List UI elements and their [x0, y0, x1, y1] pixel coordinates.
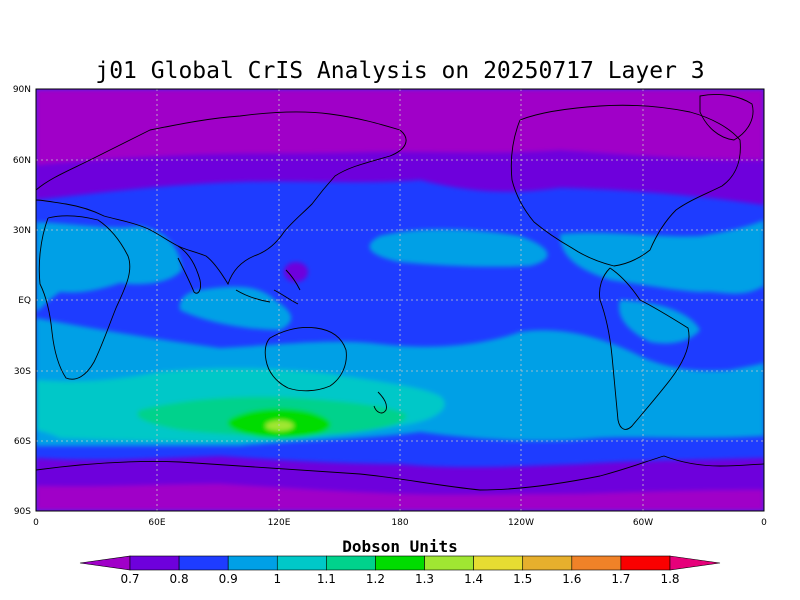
colorbar-label: 1.3: [415, 572, 434, 586]
colorbar-swatch: [276, 555, 327, 571]
colorbar-label: 1.1: [317, 572, 336, 586]
colorbar-swatch: [326, 555, 376, 571]
colorbar-label: 1.8: [660, 572, 679, 586]
lat-tick-label: 60S: [14, 437, 31, 447]
colorbar-label: 1.4: [464, 572, 483, 586]
colorbar-lower-extend: [79, 555, 131, 571]
colorbar-swatch: [424, 555, 474, 571]
colorbar-label: 0.7: [120, 572, 139, 586]
colorbar-swatch: [227, 555, 278, 571]
ozone-field: [36, 89, 764, 511]
colorbar-swatch: [571, 555, 622, 571]
lat-tick-label: EQ: [18, 296, 31, 306]
lat-tick-label: 90S: [14, 507, 31, 517]
colorbar-label: 1.7: [611, 572, 630, 586]
lon-tick-label: 120E: [268, 518, 291, 528]
lon-tick-label: 60E: [148, 518, 165, 528]
lon-tick-label: 60W: [633, 518, 653, 528]
colorbar-label: 0.8: [170, 572, 189, 586]
map-title: j01 Global CrIS Analysis on 20250717 Lay…: [95, 58, 704, 84]
colorbar-label: 1.6: [562, 572, 581, 586]
colorbar-swatch: [522, 555, 573, 571]
colorbar-label: 0.9: [219, 572, 238, 586]
colorbar-upper-extend: [669, 555, 721, 571]
grid-lines: [36, 89, 764, 511]
map-frame: [35, 88, 765, 512]
colorbar-swatch: [375, 555, 425, 571]
lon-axis: 0 60E 120E 180 120W 60W 0: [33, 518, 767, 528]
colorbar-label: 1: [273, 572, 281, 586]
lon-tick-label: 0: [761, 518, 767, 528]
colorbar-swatch: [178, 555, 229, 571]
lat-tick-label: 90N: [13, 85, 31, 95]
colorbar-label: 1.2: [366, 572, 385, 586]
lat-axis: 90N 60N 30N EQ 30S 60S 90S: [13, 85, 31, 517]
colorbar-swatch: [620, 555, 671, 571]
colorbar-swatch: [473, 555, 524, 571]
lat-tick-label: 30N: [13, 226, 31, 236]
colorbar: 0.7 0.8 0.9 1 1.1 1.2 1.3 1.4 1.5 1.6 1.7 1.8: [79, 555, 721, 586]
colorbar-swatch: [129, 555, 180, 571]
lon-tick-label: 180: [391, 518, 408, 528]
lat-tick-label: 30S: [14, 367, 31, 377]
lon-tick-label: 0: [33, 518, 39, 528]
lon-tick-label: 120W: [508, 518, 534, 528]
lat-tick-label: 60N: [13, 156, 31, 166]
colorbar-label: 1.5: [513, 572, 532, 586]
colorbar-title: Dobson Units: [342, 537, 458, 556]
coastlines: [36, 93, 764, 491]
